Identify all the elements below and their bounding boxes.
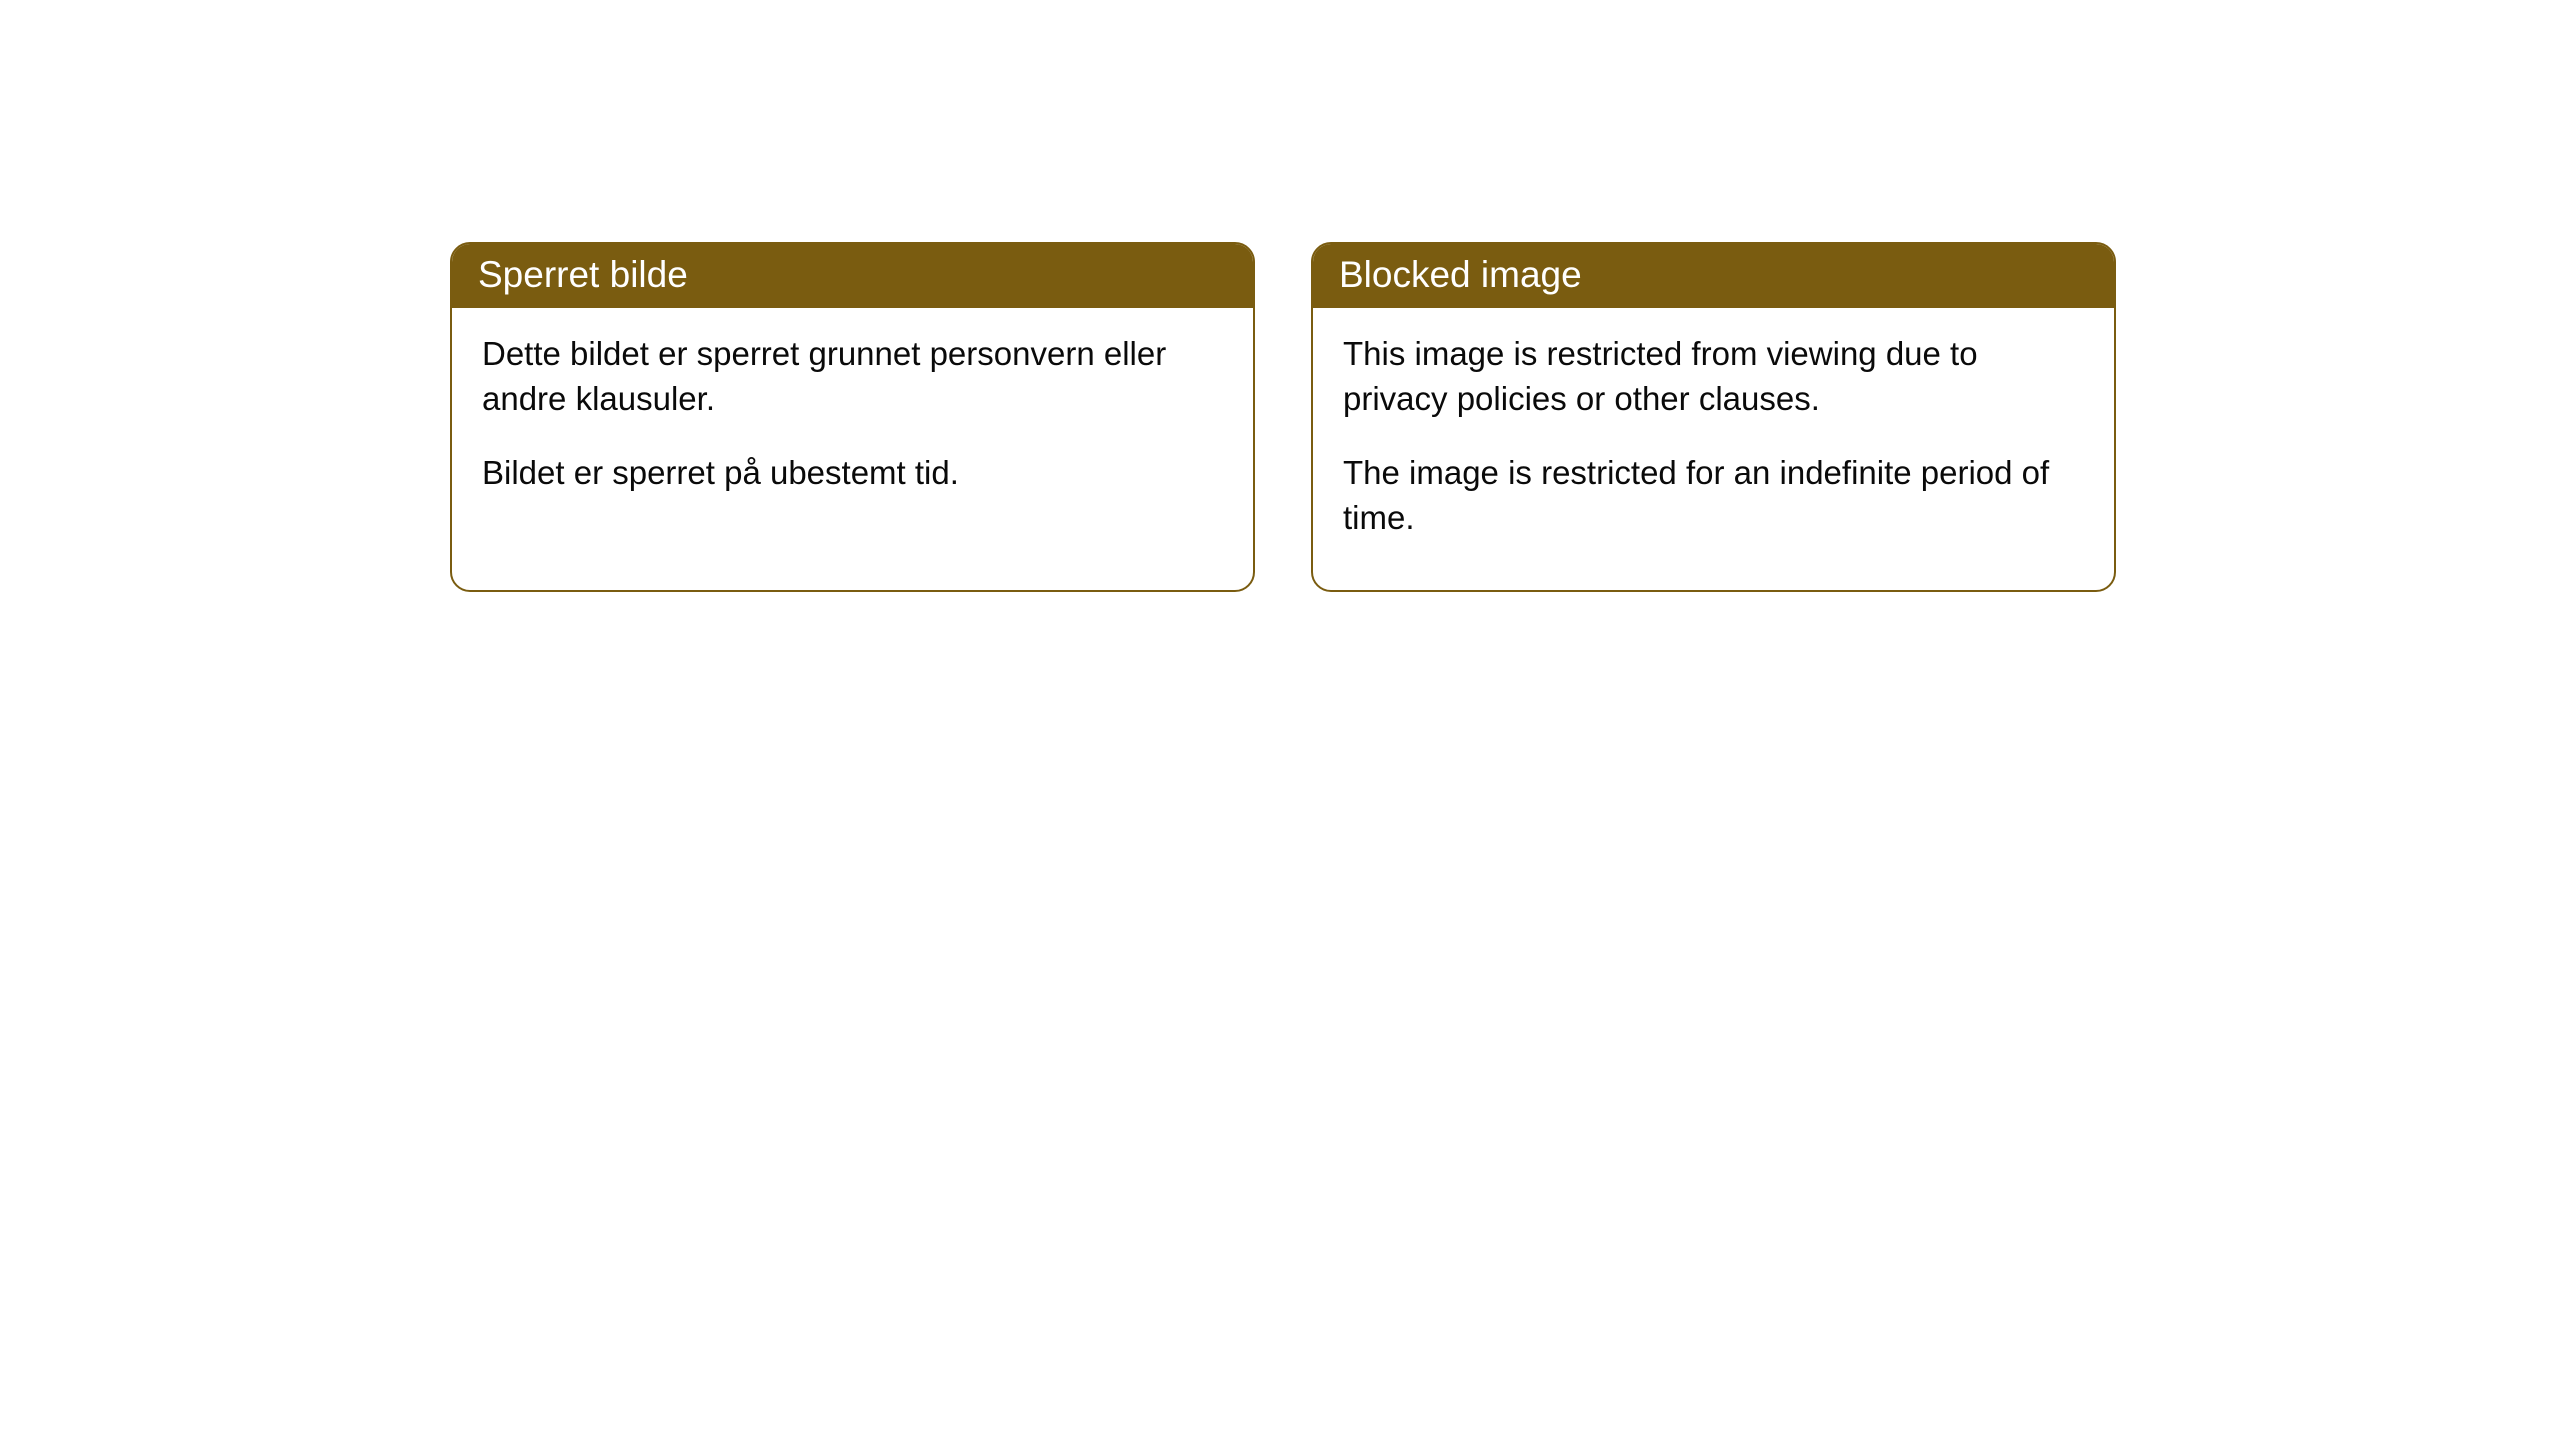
card-text-1-en: This image is restricted from viewing du…	[1343, 332, 2084, 421]
cards-container: Sperret bilde Dette bildet er sperret gr…	[0, 0, 2560, 592]
card-header-en: Blocked image	[1313, 244, 2114, 308]
card-text-1-no: Dette bildet er sperret grunnet personve…	[482, 332, 1223, 421]
card-body-no: Dette bildet er sperret grunnet personve…	[452, 308, 1253, 546]
card-header-no: Sperret bilde	[452, 244, 1253, 308]
card-text-2-en: The image is restricted for an indefinit…	[1343, 451, 2084, 540]
card-text-2-no: Bildet er sperret på ubestemt tid.	[482, 451, 1223, 496]
blocked-image-card-no: Sperret bilde Dette bildet er sperret gr…	[450, 242, 1255, 592]
blocked-image-card-en: Blocked image This image is restricted f…	[1311, 242, 2116, 592]
card-body-en: This image is restricted from viewing du…	[1313, 308, 2114, 590]
